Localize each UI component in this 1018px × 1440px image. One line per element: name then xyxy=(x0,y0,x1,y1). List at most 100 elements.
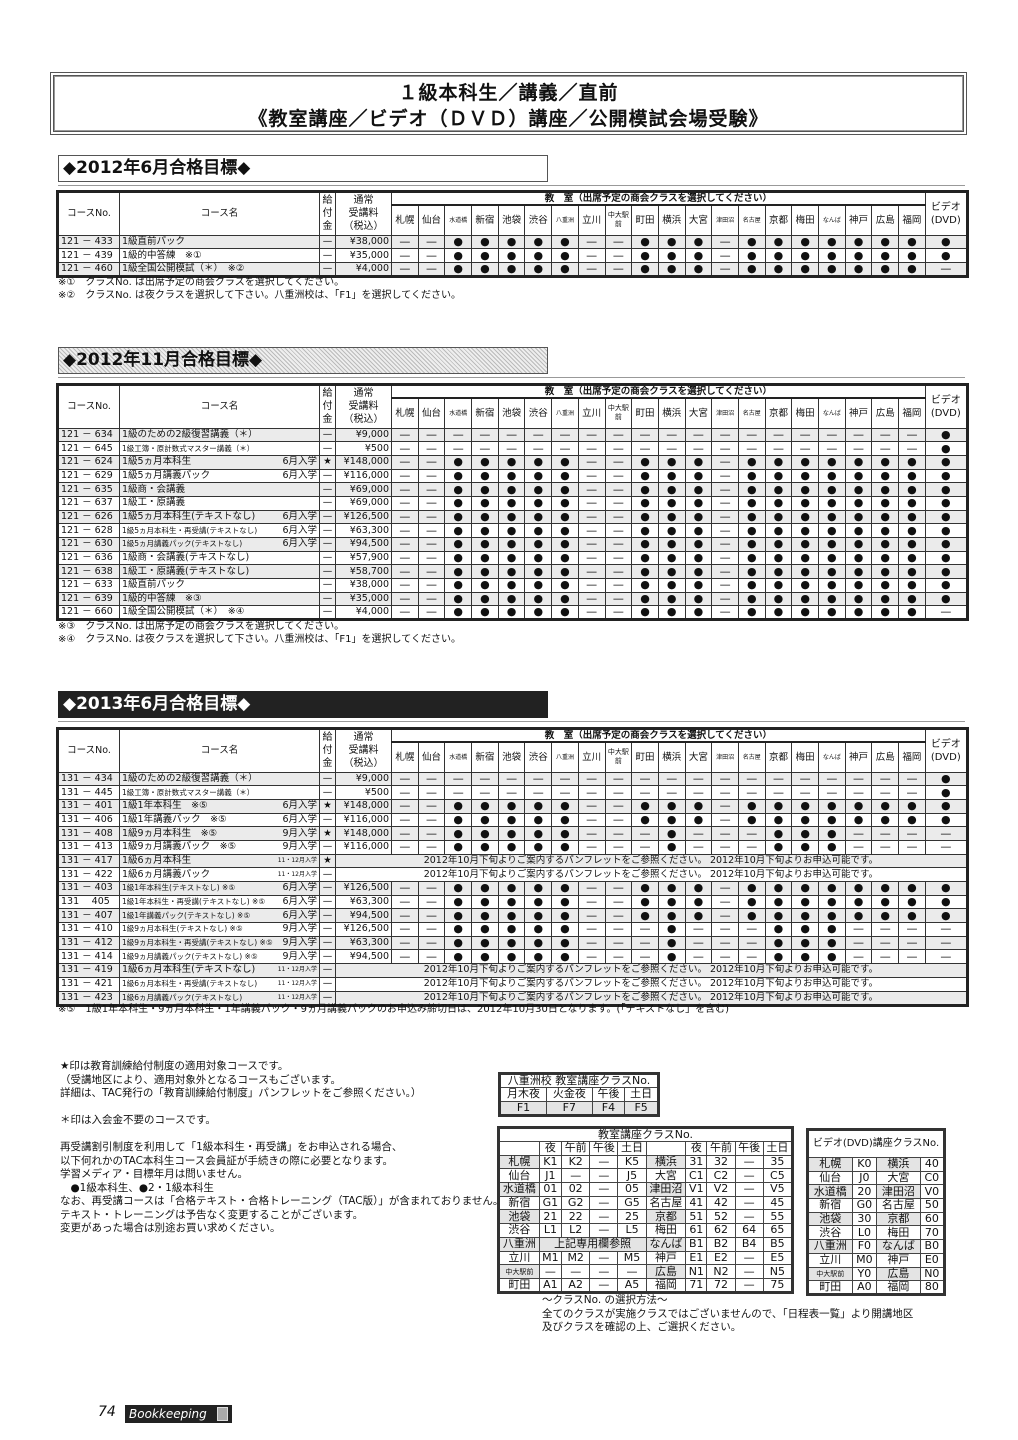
video-availability-mark: ● xyxy=(924,798,968,814)
classroom-availability-mark: ● xyxy=(551,839,579,855)
classroom-row: 町田 A1 A2— A5 福岡 71 72—75 xyxy=(498,1277,794,1293)
classroom-availability-mark: — xyxy=(737,785,766,800)
course-name: 1級商・会講義(テキストなし) xyxy=(122,552,250,564)
location-name: 水道橋 xyxy=(498,1182,540,1197)
classroom-availability-mark: ● xyxy=(764,482,793,497)
classroom-availability-mark: ● xyxy=(684,234,713,250)
classroom-availability-mark: ● xyxy=(524,550,553,566)
classroom-availability-mark: ● xyxy=(764,564,793,580)
video-row: 中大駅前 Y0 広島 N0 xyxy=(807,1266,946,1282)
info-line: ●1級本科生、●2・1級本科生 xyxy=(60,1181,214,1194)
header-kyufu: 給付金 xyxy=(319,728,336,773)
classroom-availability-mark: ● xyxy=(791,826,819,841)
classroom-availability-mark: ● xyxy=(737,564,766,580)
course-row: 121 － 626 1級5ヵ月本科生(テキストなし) 6月入学 — ¥126,500— —… xyxy=(57,509,968,525)
classroom-row: 渋谷 L1 L2— L5 梅田 61 62 64 65 xyxy=(498,1223,794,1238)
kyufu-mark: — xyxy=(319,812,336,828)
classroom-availability-mark: ● xyxy=(524,537,553,552)
classroom-availability-mark: ● xyxy=(818,812,846,828)
course-name-cell: 1級5ヵ月本科生 6月入学 xyxy=(119,454,320,470)
class-no: B1 xyxy=(685,1236,708,1252)
class-no: B2 xyxy=(706,1236,736,1252)
classroom-availability-mark: ● xyxy=(444,935,473,951)
class-no: A2 xyxy=(561,1277,591,1293)
course-name-cell: 1級5ヵ月本科生・再受講(テキストなし) 6月入学 xyxy=(119,523,320,538)
class-no: E5 xyxy=(762,1250,794,1266)
kyufu-mark: — xyxy=(319,441,336,456)
course-name-cell: 1級6ヵ月講義パック 11・12月入学 xyxy=(119,867,320,882)
classroom-availability-mark: ● xyxy=(818,495,846,511)
classroom-availability-mark: — xyxy=(604,826,633,841)
classroom-availability-mark: ● xyxy=(471,881,499,896)
course-name: 1級のための2級復習講義（＊） xyxy=(122,772,258,784)
location-header: 神戸 xyxy=(844,741,873,773)
classroom-header: 土日 xyxy=(762,1141,794,1156)
price: ¥35,000 xyxy=(335,591,392,607)
classroom-availability-mark: ● xyxy=(524,564,553,580)
course-row: 121 － 633 1級直前パック — ¥38,000— — ● ● ● ● ● — — ● ● ● — ● ● ●… xyxy=(57,578,968,593)
classroom-availability-mark: — xyxy=(417,427,446,443)
classroom-availability-mark: — xyxy=(577,785,606,800)
kyufu-mark: ★ xyxy=(319,454,336,470)
classroom-availability-mark: — xyxy=(444,441,473,456)
info-line: （受講地区により、適用対象外となるコースもございます。 xyxy=(60,1073,341,1086)
classroom-availability-mark: ● xyxy=(657,468,686,484)
classroom-availability-mark: — xyxy=(391,908,419,924)
classroom-availability-mark: ● xyxy=(444,812,473,828)
course-row: 131 － 423 1級6ヵ月講義パック(テキストなし) 11・12月入学 —2012… xyxy=(57,990,968,1006)
course-row: 121 － 660 1級全国公開模試（＊） ※④ — ¥4,000— — ● ● ● ● ● — — ●… xyxy=(57,605,968,621)
classroom-availability-mark: — xyxy=(898,922,926,937)
price: ¥9,000 xyxy=(335,427,392,443)
classroom-header: 午前 xyxy=(706,1141,736,1156)
price: ¥116,000 xyxy=(335,839,392,855)
classroom-availability-mark: — xyxy=(577,605,606,621)
classroom-availability-mark: ● xyxy=(444,261,473,277)
class-no: V1 xyxy=(685,1182,708,1197)
classroom-availability-mark: — xyxy=(711,771,739,787)
classroom-availability-mark: ● xyxy=(684,509,713,525)
classroom-availability-mark: — xyxy=(711,949,739,965)
course-no: 121 － 433 xyxy=(57,234,120,250)
classroom-availability-mark: ● xyxy=(657,248,686,263)
classroom-class-table: 教室講座クラスNo. 夜午前 午後 土日夜午前 午後 土日 札幌 K1 K2— K5 横浜 31 32—… xyxy=(497,1126,794,1294)
classroom-availability-mark: — xyxy=(844,935,873,951)
class-no: G2 xyxy=(561,1195,591,1211)
location-header: 梅田 xyxy=(791,741,819,773)
classroom-availability-mark: ● xyxy=(524,826,553,841)
kyufu-mark: — xyxy=(319,468,336,484)
classroom-availability-mark: — xyxy=(604,523,633,538)
classroom-availability-mark: — xyxy=(604,591,633,607)
classroom-availability-mark: — xyxy=(737,922,766,937)
price: ¥116,000 xyxy=(335,468,392,484)
classroom-availability-mark: — xyxy=(417,605,446,621)
classroom-availability-mark: ● xyxy=(764,826,793,841)
price: ¥4,000 xyxy=(335,605,392,621)
header-kyufu: 給付金 xyxy=(319,191,336,236)
video-availability-mark: — xyxy=(924,935,968,951)
classroom-availability-mark: — xyxy=(604,605,633,621)
classroom-availability-mark: ● xyxy=(898,881,926,896)
video-availability-mark: ● xyxy=(924,881,968,896)
classroom-availability-mark: ● xyxy=(471,908,499,924)
kyufu-mark: — xyxy=(319,564,336,580)
classroom-availability-mark: ● xyxy=(444,495,473,511)
classroom-availability-mark: ● xyxy=(524,798,553,814)
course-name-cell: 1級6ヵ月講義パック(テキストなし) 11・12月入学 xyxy=(119,990,320,1006)
course-row: 131 － 445 1級工簿・原計数式マスター講義（＊） — ¥500— — — — — — — —… xyxy=(57,785,968,800)
class-no: — xyxy=(734,1154,764,1170)
header-price: 通常 受講料 （税込） xyxy=(335,384,392,429)
classroom-availability-mark: ● xyxy=(684,495,713,511)
course-no: 131 － 407 xyxy=(57,908,120,924)
course-name: 1級5ヵ月本科生 xyxy=(122,456,192,468)
course-name-cell: 1級9ヵ月講義パック ※⑤ 9月入学 xyxy=(119,839,320,855)
course-name: 1級工・原講義(テキストなし) xyxy=(122,565,250,577)
classroom-availability-mark: — xyxy=(417,771,446,787)
classroom-availability-mark: ● xyxy=(631,495,659,511)
classroom-availability-mark: ● xyxy=(764,839,793,855)
course-name: 1級6ヵ月講義パック(テキストなし) xyxy=(122,992,243,1002)
classroom-availability-mark: — xyxy=(604,427,633,443)
course-no: 131 405 xyxy=(57,894,120,910)
kyufu-mark: — xyxy=(319,550,336,566)
classroom-availability-mark: ● xyxy=(898,261,926,277)
course-name: 1級5ヵ月本科生(テキストなし) xyxy=(122,510,256,522)
